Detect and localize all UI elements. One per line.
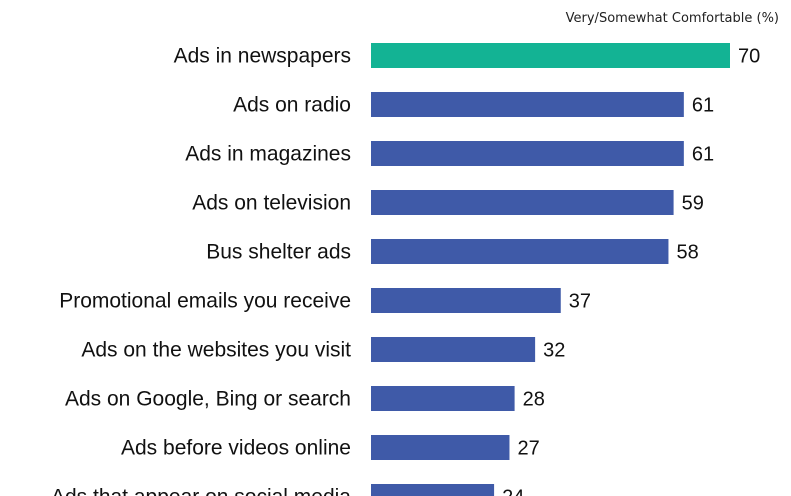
value-label: 27 bbox=[517, 438, 539, 460]
value-label: 58 bbox=[676, 242, 698, 264]
value-label: 70 bbox=[738, 46, 760, 68]
bar bbox=[371, 435, 510, 460]
category-label: Ads on television bbox=[192, 192, 351, 215]
category-label: Ads that appear on social media bbox=[51, 486, 351, 496]
category-label: Ads in magazines bbox=[185, 143, 351, 166]
category-label: Ads on radio bbox=[233, 94, 351, 117]
value-label: 59 bbox=[682, 193, 704, 215]
bar bbox=[371, 92, 684, 117]
bar bbox=[371, 239, 669, 264]
bar bbox=[371, 386, 515, 411]
bar bbox=[371, 337, 536, 362]
category-label: Ads on Google, Bing or search bbox=[65, 388, 351, 411]
category-label: Bus shelter ads bbox=[206, 241, 351, 264]
category-label: Ads before videos online bbox=[121, 437, 351, 460]
value-label: 61 bbox=[692, 144, 714, 166]
value-label: 37 bbox=[569, 291, 591, 313]
bars-group: Ads in newspapers 70 Ads on radio 61 Ads in … bbox=[51, 43, 760, 496]
category-label: Promotional emails you receive bbox=[59, 290, 351, 313]
value-label: 32 bbox=[543, 340, 565, 362]
bar bbox=[371, 43, 730, 68]
series-label: Very/Somewhat Comfortable (%) bbox=[566, 11, 779, 26]
bar bbox=[371, 190, 674, 215]
value-label: 28 bbox=[523, 389, 545, 411]
bar bbox=[371, 288, 561, 313]
value-label: 61 bbox=[692, 95, 714, 117]
category-label: Ads on the websites you visit bbox=[81, 339, 351, 362]
category-label: Ads in newspapers bbox=[174, 45, 351, 68]
value-label: 24 bbox=[502, 487, 524, 496]
bar bbox=[371, 484, 495, 496]
bar bbox=[371, 141, 684, 166]
